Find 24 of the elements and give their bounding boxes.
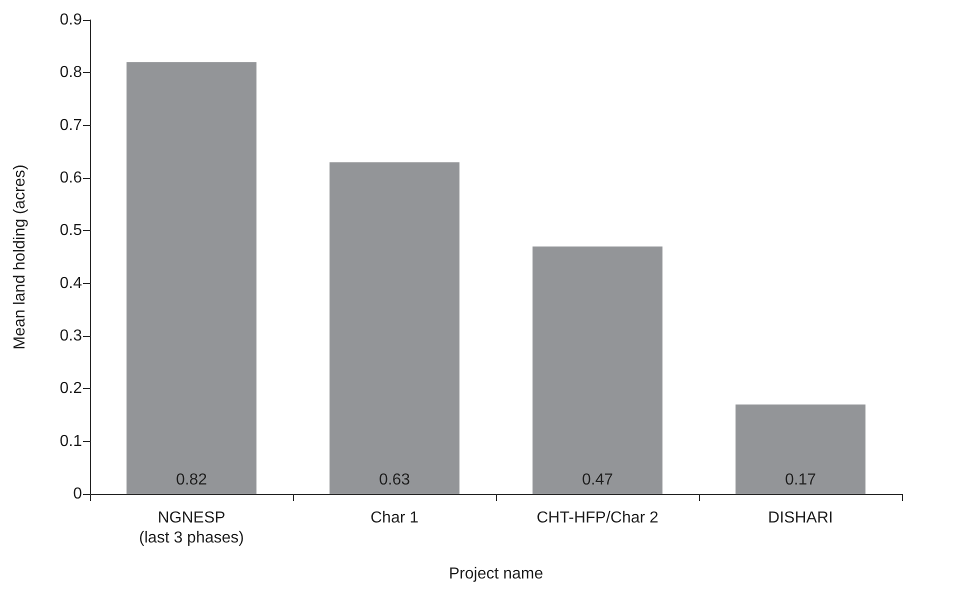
x-tick-label: NGNESP (last 3 phases) [139, 510, 244, 546]
bar [330, 162, 460, 494]
x-tick-label: Char 1 [370, 510, 419, 526]
y-tick-label: 0.4 [60, 274, 82, 292]
y-tick-label: 0.8 [60, 64, 82, 82]
y-tick-label: 0.7 [60, 116, 82, 134]
x-axis-title: Project name [448, 566, 544, 582]
bar [126, 62, 256, 494]
y-tick-label: 0.9 [60, 12, 82, 28]
y-tick-label: 0.3 [60, 328, 82, 344]
x-tick-label: CHT-HFP/Char 2 [536, 510, 658, 526]
data-label: 0.82 [176, 472, 208, 488]
y-tick-label: 0 [73, 486, 82, 502]
bar [532, 246, 662, 494]
y-tick-label: 0.1 [60, 432, 82, 450]
y-tick-label: 0.2 [60, 380, 82, 398]
y-axis-title: Mean land holding (acres) [12, 164, 28, 350]
x-tick-label: DISHARI [768, 510, 833, 526]
y-tick-label: 0.6 [60, 170, 82, 186]
bar [736, 404, 866, 494]
data-label: 0.47 [582, 472, 614, 488]
data-label: 0.63 [378, 472, 410, 488]
data-label: 0.17 [784, 472, 816, 488]
y-tick-label: 0.5 [60, 222, 82, 240]
